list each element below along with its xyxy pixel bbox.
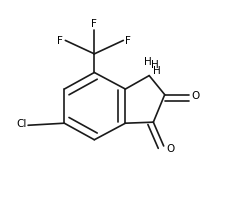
Text: O: O (190, 90, 198, 100)
Text: H: H (144, 57, 151, 67)
Text: F: F (125, 36, 131, 46)
Text: F: F (57, 36, 63, 46)
Text: H: H (151, 60, 158, 70)
Text: O: O (165, 143, 174, 153)
Text: H: H (152, 66, 160, 76)
Text: F: F (91, 19, 97, 29)
Text: Cl: Cl (16, 119, 26, 129)
